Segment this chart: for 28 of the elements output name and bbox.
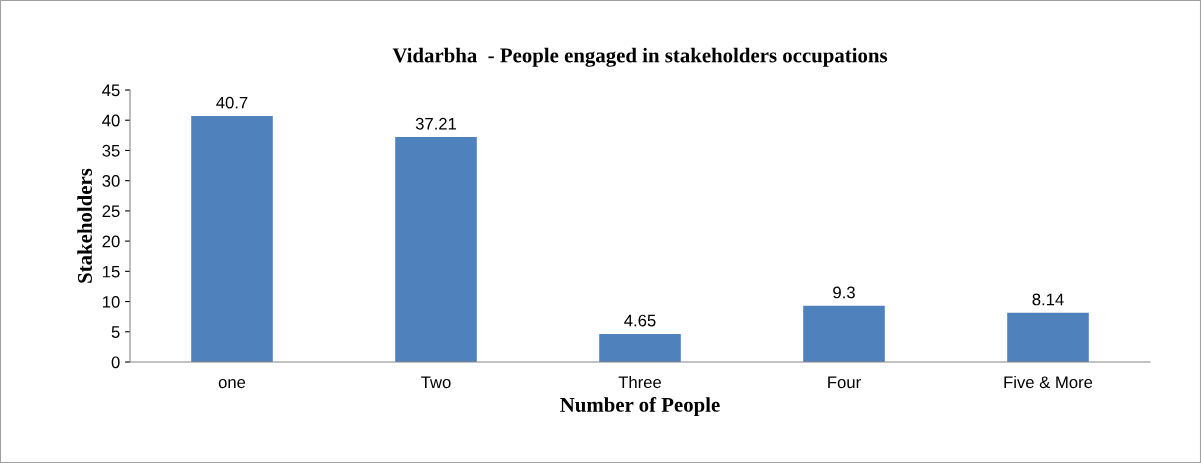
data-label: 37.21 — [415, 117, 457, 130]
data-label: 8.14 — [1032, 293, 1064, 306]
x-axis-title: Number of People — [560, 396, 720, 417]
y-tick-label: 25 — [102, 205, 120, 218]
y-tick-label: 40 — [102, 114, 120, 127]
bar — [395, 137, 477, 362]
bar — [191, 115, 273, 362]
y-tick-label: 15 — [103, 265, 120, 278]
y-tick-label: 10 — [103, 295, 120, 308]
data-label: 4.65 — [624, 314, 656, 327]
y-tick-label: 45 — [102, 84, 120, 97]
x-tick-label: one — [218, 379, 246, 389]
x-tick-label: Five & More — [1004, 375, 1093, 389]
x-tick-label: Three — [618, 375, 662, 389]
y-axis-title: Stakeholders — [77, 168, 92, 283]
y-tick-label: 5 — [111, 326, 120, 338]
x-tick-label: Four — [828, 376, 861, 389]
data-label: 9.3 — [833, 286, 855, 299]
y-tick-label: 30 — [102, 175, 120, 187]
bar — [1007, 312, 1089, 362]
bar — [599, 333, 681, 362]
y-tick-label: 20 — [102, 235, 120, 248]
bar — [803, 305, 885, 362]
x-tick-label: Two — [421, 376, 451, 389]
chart-title: Vidarbha - People engaged in stakeholders occupations — [392, 47, 888, 67]
data-label: 40.7 — [216, 96, 248, 109]
y-tick-label: 35 — [102, 144, 120, 157]
y-tick-label: 0 — [111, 356, 120, 369]
